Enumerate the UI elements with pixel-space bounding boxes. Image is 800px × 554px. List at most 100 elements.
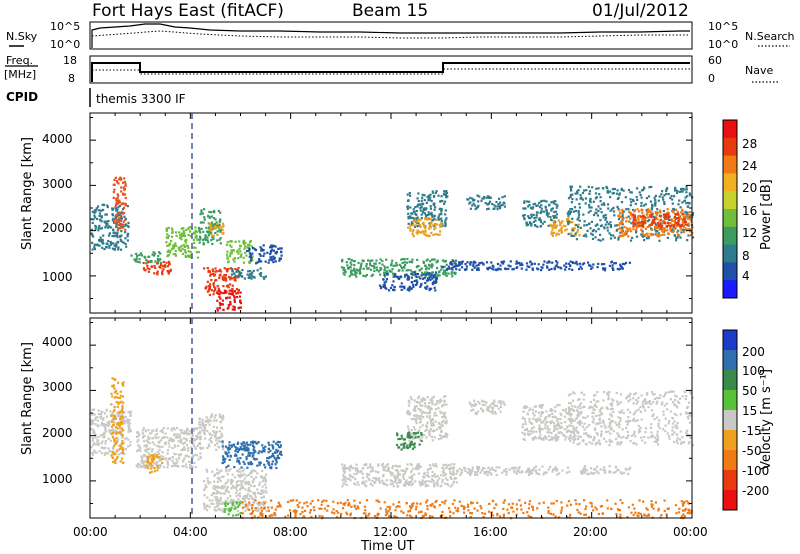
velocity-echo-cell bbox=[264, 479, 267, 482]
power-echo-cell bbox=[428, 289, 431, 292]
velocity-echo-cell bbox=[452, 466, 455, 470]
power-echo-cell bbox=[688, 228, 692, 231]
velocity-echo-cell bbox=[363, 463, 366, 466]
velocity-echo-cell bbox=[231, 499, 234, 502]
power-echo-cell bbox=[529, 206, 533, 209]
velocity-echo-cell bbox=[222, 487, 225, 490]
power-echo-cell bbox=[117, 248, 120, 251]
velocity-echo-cell bbox=[395, 506, 398, 509]
power-echo-cell bbox=[234, 267, 237, 271]
power-echo-cell bbox=[457, 264, 460, 267]
power-echo-cell bbox=[184, 251, 187, 254]
power-echo-cell bbox=[124, 237, 127, 240]
velocity-echo-cell bbox=[432, 479, 435, 482]
velocity-echo-cell bbox=[99, 413, 102, 416]
velocity-echo-cell bbox=[252, 492, 255, 495]
velocity-echo-cell bbox=[408, 476, 411, 479]
power-echo-cell bbox=[531, 268, 534, 271]
power-echo-cell bbox=[603, 263, 606, 266]
power-echo-cell bbox=[564, 268, 567, 271]
power-echo-cell bbox=[468, 202, 471, 205]
power-echo-cell bbox=[234, 275, 237, 278]
velocity-echo-cell bbox=[185, 466, 188, 469]
velocity-echo-cell bbox=[210, 440, 213, 443]
velocity-echo-cell bbox=[210, 414, 214, 417]
velocity-echo-cell bbox=[429, 504, 432, 507]
power-echo-cell bbox=[445, 272, 448, 275]
power-echo-cell bbox=[111, 219, 114, 222]
power-echo-cell bbox=[133, 258, 136, 261]
power-echo-cell bbox=[429, 260, 432, 263]
velocity-echo-cell bbox=[353, 499, 356, 502]
power-echo-cell bbox=[572, 210, 575, 213]
velocity-echo-cell bbox=[218, 507, 221, 510]
velocity-echo-cell bbox=[413, 473, 416, 476]
power-echo-cell bbox=[113, 178, 116, 181]
velocity-echo-cell bbox=[206, 429, 209, 433]
power-echo-cell bbox=[555, 206, 558, 209]
power-echo-cell bbox=[434, 226, 437, 229]
velocity-echo-cell bbox=[389, 479, 392, 482]
power-echo-cell bbox=[226, 269, 229, 272]
velocity-echo-cell bbox=[92, 442, 95, 445]
velocity-echo-cell bbox=[630, 511, 633, 514]
power-echo-cell bbox=[413, 271, 416, 274]
velocity-echo-cell bbox=[127, 423, 130, 426]
power-echo-cell bbox=[348, 258, 351, 261]
velocity-echo-cell bbox=[503, 499, 506, 502]
power-echo-cell bbox=[617, 196, 620, 199]
power-echo-cell bbox=[541, 199, 544, 202]
velocity-echo-cell bbox=[167, 449, 170, 452]
velocity-echo-cell bbox=[431, 478, 434, 481]
velocity-echo-cell bbox=[230, 482, 233, 485]
power-echo-cell bbox=[235, 270, 238, 273]
velocity-echo-cell bbox=[287, 514, 290, 517]
power-echo-cell bbox=[546, 261, 549, 264]
velocity-echo-cell bbox=[119, 445, 123, 448]
velocity-echo-cell bbox=[547, 506, 550, 509]
velocity-echo-cell bbox=[379, 507, 382, 510]
power-echo-cell bbox=[96, 217, 99, 221]
velocity-echo-cell bbox=[442, 415, 445, 419]
power-echo-cell bbox=[400, 266, 404, 269]
power-echo-cell bbox=[91, 210, 94, 213]
velocity-echo-cell bbox=[215, 436, 219, 439]
velocity-echo-cell bbox=[438, 434, 442, 437]
velocity-echo-cell bbox=[153, 470, 156, 473]
velocity-echo-cell bbox=[471, 501, 474, 505]
velocity-echo-cell bbox=[476, 509, 479, 512]
power-echo-cell bbox=[651, 212, 654, 216]
velocity-echo-cell bbox=[394, 469, 397, 472]
velocity-echo-cell bbox=[412, 426, 415, 429]
velocity-echo-cell bbox=[423, 471, 426, 474]
power-echo-cell bbox=[617, 224, 620, 227]
power-echo-cell bbox=[210, 233, 213, 236]
power-echo-cell bbox=[348, 275, 351, 278]
power-echo-cell bbox=[475, 264, 478, 267]
power-echo-cell bbox=[189, 230, 192, 233]
velocity-echo-cell bbox=[247, 489, 250, 492]
velocity-echo-cell bbox=[119, 421, 122, 424]
velocity-echo-cell bbox=[110, 403, 113, 406]
power-echo-cell bbox=[589, 201, 592, 204]
power-echo-cell bbox=[427, 211, 430, 214]
power-echo-cell bbox=[602, 202, 605, 205]
power-echo-cell bbox=[683, 220, 686, 223]
power-echo-cell bbox=[269, 251, 273, 254]
velocity-echo-cell bbox=[178, 433, 181, 436]
velocity-echo-cell bbox=[151, 465, 154, 468]
power-echo-cell bbox=[407, 199, 410, 202]
power-echo-cell bbox=[549, 218, 553, 221]
velocity-echo-cell bbox=[218, 413, 221, 416]
power-echo-cell bbox=[104, 213, 107, 216]
velocity-echo-cell bbox=[263, 476, 266, 479]
power-echo-cell bbox=[351, 269, 354, 272]
power-echo-cell bbox=[417, 218, 421, 221]
velocity-echo-cell bbox=[265, 509, 268, 512]
velocity-echo-cell bbox=[606, 499, 609, 502]
velocity-echo-cell bbox=[237, 459, 240, 463]
power-echo-cell bbox=[629, 198, 632, 201]
power-echo-cell bbox=[645, 237, 649, 240]
velocity-echo-cell bbox=[412, 437, 415, 440]
velocity-echo-cell bbox=[387, 463, 390, 466]
